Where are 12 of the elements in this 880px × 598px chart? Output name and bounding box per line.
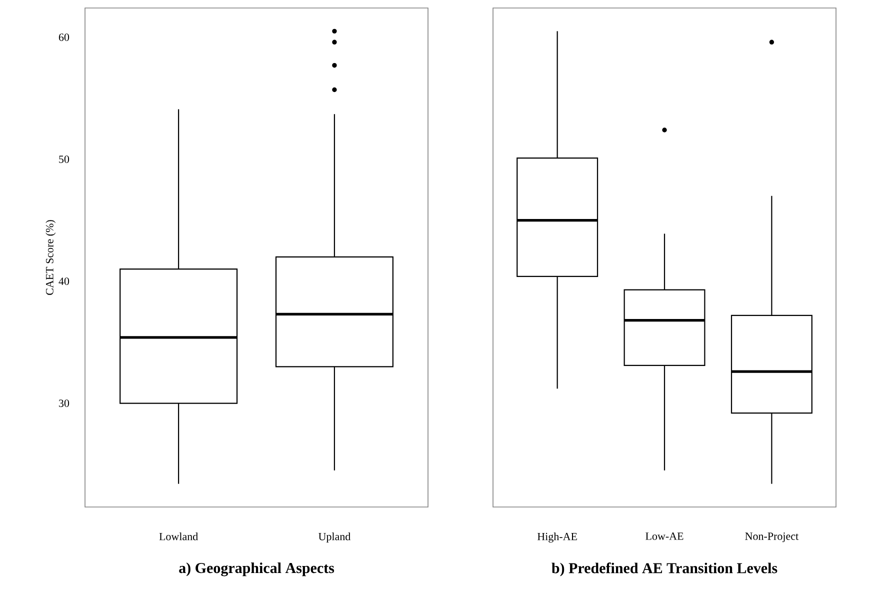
x-tick-label: Low-AE: [646, 532, 684, 540]
text: a) Geographical Aspects: [179, 562, 334, 576]
y-tick-label: 50: [59, 156, 70, 163]
y-tick-label: 30: [59, 400, 70, 408]
x-tick-label: Lowland: [159, 532, 198, 540]
y-axis-title: CAET Score (%): [46, 220, 56, 295]
x-tick-label: Non-Project: [745, 532, 799, 542]
text: b) Predefined AE Transition Levels: [552, 562, 778, 576]
y-tick-label: 40: [58, 278, 70, 286]
x-tick-label: High-AE: [537, 532, 577, 543]
x-tick-label: Upland: [318, 532, 351, 543]
y-tick-label: 60: [58, 34, 70, 41]
